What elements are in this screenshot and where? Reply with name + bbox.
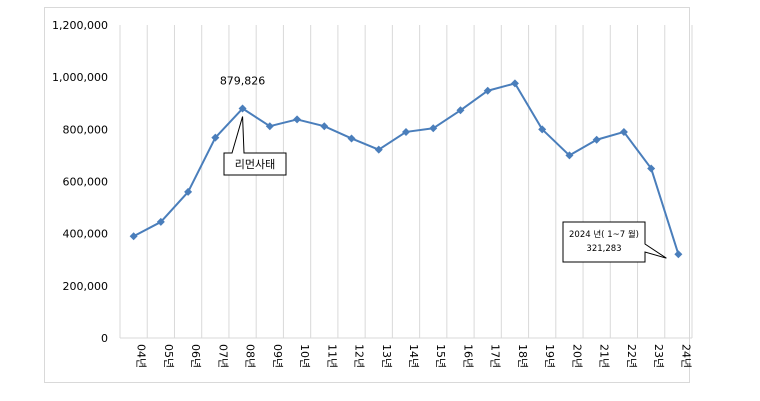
x-tick-label: 18년 [516,344,529,368]
x-tick-label: 06년 [189,344,202,368]
x-tick-label: 10년 [298,344,311,368]
y-tick-label: 400,000 [63,228,109,241]
data-point [347,134,356,143]
x-tick-label: 12년 [353,344,366,368]
data-point [674,250,683,259]
data-point [510,79,519,88]
data-point [156,217,165,226]
x-tick-label: 16년 [461,344,474,368]
data-point [619,127,628,136]
y-tick-label: 800,000 [63,123,109,136]
x-tick-label: 08년 [244,344,257,368]
y-tick-label: 600,000 [63,176,109,189]
last-callout-line2: 321,283 [586,244,621,254]
x-tick-label: 15년 [434,344,447,368]
x-tick-label: 09년 [271,344,284,368]
x-tick-label: 22년 [625,344,638,368]
data-point [402,127,410,136]
peak-callout-label: 리먼사태 [235,158,275,171]
data-point [538,125,547,134]
x-tick-label: 21년 [598,344,611,368]
x-tick-label: 23년 [652,344,665,368]
data-point [374,145,383,154]
data-point [456,106,465,115]
data-point [238,104,247,113]
x-tick-label: 05년 [162,344,175,368]
data-point [293,115,302,124]
x-tick-label: 07년 [216,344,229,368]
y-tick-label: 200,000 [63,280,109,293]
y-tick-label: 1,000,000 [52,71,108,84]
x-tick-label: 04년 [135,344,148,368]
data-point [592,135,601,144]
last-callout-line1: 2024 년( 1~7 월) [569,229,639,240]
y-tick-label: 0 [101,332,108,345]
x-tick-label: 24년 [679,344,692,368]
data-point [184,187,193,196]
x-tick-label: 19년 [543,344,556,368]
chart-frame [44,7,690,383]
data-point [565,151,574,160]
peak-value-label: 879,826 [220,75,266,88]
data-point [129,232,138,241]
x-tick-label: 17년 [489,344,502,368]
x-tick-label: 14년 [407,344,420,368]
data-point [483,86,492,95]
data-point [429,124,438,133]
data-point [320,122,329,131]
data-point [647,164,656,173]
y-tick-label: 1,200,000 [52,19,108,32]
x-tick-label: 20년 [570,344,583,368]
peak-callout-box [223,116,287,176]
last-callout-box [562,221,667,263]
data-point [211,133,220,142]
x-tick-label: 11년 [325,344,338,368]
x-tick-label: 13년 [380,344,393,368]
data-point [265,122,274,131]
